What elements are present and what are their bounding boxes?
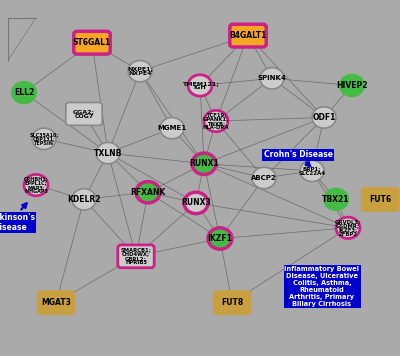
Text: B4GALT1: B4GALT1 bbox=[229, 31, 267, 40]
Text: TXLNB: TXLNB bbox=[94, 148, 122, 158]
Text: GRVDL3;
GSDMR;
IKZF3;
ZFBP2: GRVDL3; GSDMR; IKZF3; ZFBP2 bbox=[335, 219, 361, 237]
Circle shape bbox=[12, 82, 36, 103]
Text: FUT8: FUT8 bbox=[221, 298, 243, 307]
Text: RUNX1: RUNX1 bbox=[189, 159, 219, 168]
Circle shape bbox=[96, 142, 120, 164]
Circle shape bbox=[204, 110, 228, 132]
FancyBboxPatch shape bbox=[214, 291, 250, 314]
Text: SMARCB1;
CHD4WX;
GBRL2;
HPRIB3: SMARCB1; CHD4WX; GBRL2; HPRIB3 bbox=[120, 247, 152, 266]
Text: Parkinson's
Disease: Parkinson's Disease bbox=[0, 203, 35, 232]
Text: NXPE1;
NXPE4: NXPE1; NXPE4 bbox=[127, 67, 153, 76]
Text: TCF19;
GPANK1;
TNXB;
HLA-DRA: TCF19; GPANK1; TNXB; HLA-DRA bbox=[203, 112, 229, 130]
FancyBboxPatch shape bbox=[66, 103, 102, 125]
Circle shape bbox=[32, 128, 56, 150]
Text: KDELR2: KDELR2 bbox=[67, 195, 101, 204]
Text: ELL2: ELL2 bbox=[14, 88, 34, 97]
Text: SLC35A10;
CBP131;
TEPSIN: SLC35A10; CBP131; TEPSIN bbox=[29, 132, 59, 146]
Circle shape bbox=[24, 174, 48, 196]
FancyBboxPatch shape bbox=[118, 245, 154, 268]
Circle shape bbox=[300, 160, 324, 182]
Text: Crohn's Disease: Crohn's Disease bbox=[264, 150, 332, 166]
Text: MGAT3: MGAT3 bbox=[41, 298, 71, 307]
Circle shape bbox=[72, 189, 96, 210]
Text: TMEM121;
IGH: TMEM121; IGH bbox=[182, 81, 218, 90]
Text: CRHBH1;
EPPL1C;
MAP3;
MHGAP3: CRHBH1; EPPL1C; MAP3; MHGAP3 bbox=[24, 176, 48, 194]
Circle shape bbox=[340, 75, 364, 96]
Circle shape bbox=[128, 61, 152, 82]
Text: TBX21: TBX21 bbox=[322, 195, 350, 204]
Text: RFXANK: RFXANK bbox=[130, 188, 166, 197]
Text: ODF1: ODF1 bbox=[312, 113, 336, 122]
FancyBboxPatch shape bbox=[230, 24, 266, 47]
Text: ST6GAL1: ST6GAL1 bbox=[73, 38, 111, 47]
Circle shape bbox=[184, 192, 208, 214]
FancyBboxPatch shape bbox=[362, 188, 398, 211]
Text: BRP1;
SLC22A4: BRP1; SLC22A4 bbox=[298, 166, 326, 176]
Circle shape bbox=[192, 153, 216, 174]
Text: SPINK4: SPINK4 bbox=[258, 75, 286, 81]
Text: FUT6: FUT6 bbox=[369, 195, 391, 204]
Text: HIVEP2: HIVEP2 bbox=[336, 81, 368, 90]
Text: Inflammatory Bowel
Disease, Ulcerative
Colitis, Asthma,
Rheumatoid
Arthritis, Pr: Inflammatory Bowel Disease, Ulcerative C… bbox=[284, 266, 360, 307]
Circle shape bbox=[252, 167, 276, 189]
Circle shape bbox=[324, 189, 348, 210]
Circle shape bbox=[136, 182, 160, 203]
FancyBboxPatch shape bbox=[38, 291, 74, 314]
Text: MGME1: MGME1 bbox=[158, 125, 186, 131]
FancyBboxPatch shape bbox=[74, 31, 110, 54]
Circle shape bbox=[312, 107, 336, 128]
Text: GGA2;
COG7: GGA2; COG7 bbox=[73, 109, 95, 119]
Circle shape bbox=[208, 228, 232, 249]
Text: RUNX3: RUNX3 bbox=[181, 198, 211, 208]
Circle shape bbox=[260, 68, 284, 89]
Text: IKZF1: IKZF1 bbox=[208, 234, 232, 243]
Circle shape bbox=[336, 217, 360, 239]
Text: ABCP2: ABCP2 bbox=[251, 175, 277, 181]
Circle shape bbox=[188, 75, 212, 96]
Circle shape bbox=[160, 117, 184, 139]
